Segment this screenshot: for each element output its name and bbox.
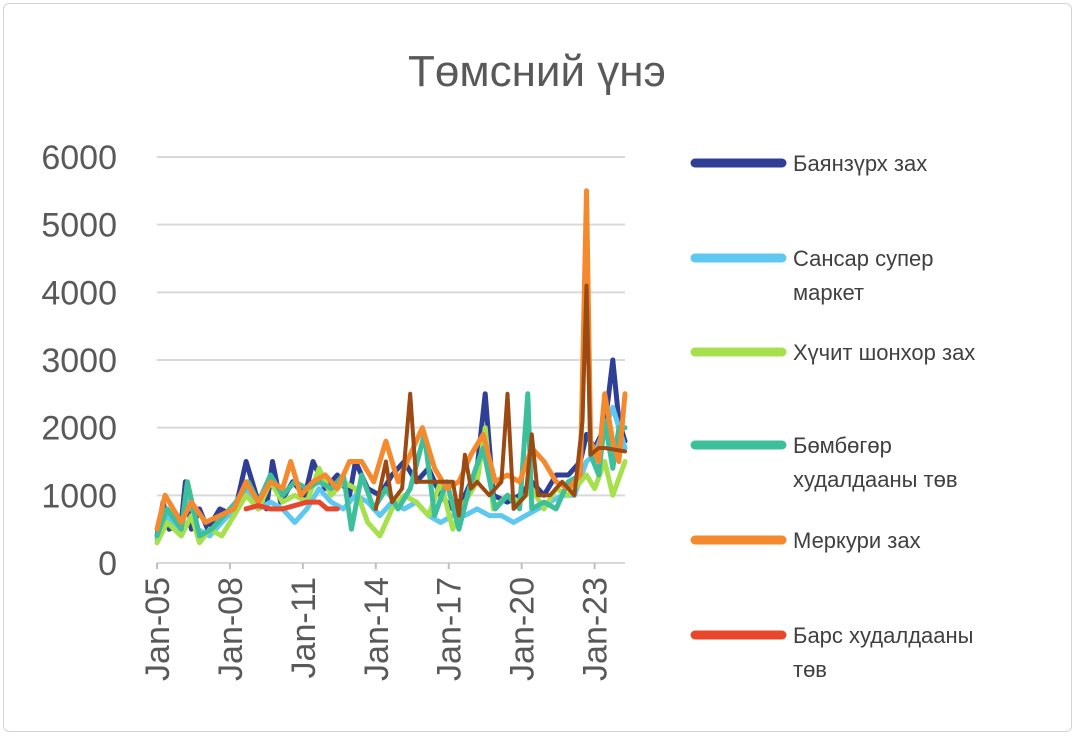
series-line-6 <box>243 499 340 512</box>
y-axis-ticks: 0 1000 2000 3000 4000 5000 6000 <box>41 139 117 583</box>
x-axis-ticks: Jan-05 Jan-08 Jan-11 Jan-14 Jan-17 Jan-20 Jan-… <box>139 563 615 681</box>
y-tick-label: 3000 <box>41 342 117 380</box>
series-line-7 <box>373 283 627 518</box>
legend-label: Хүчит шонхор зах <box>793 340 975 365</box>
series-line-5 <box>154 188 628 532</box>
chart-title: Төмсний үнэ <box>408 47 666 96</box>
legend: Баянзүрх зах Сансар супер маркет Хүчит шонх… <box>690 151 975 682</box>
chart-frame <box>3 3 1072 732</box>
legend-label: Бөмбөгөр худалдааны төв <box>793 433 958 492</box>
y-tick-label: 1000 <box>41 477 117 515</box>
series-line-3 <box>154 425 628 546</box>
legend-label: Меркури зах <box>793 528 921 553</box>
x-tick-label: Jan-11 <box>285 577 323 678</box>
y-tick-label: 2000 <box>41 410 117 448</box>
x-tick-label: Jan-05 <box>139 577 177 681</box>
x-tick-label: Jan-17 <box>431 577 469 681</box>
legend-label: Барс худалдааны төв <box>793 623 973 682</box>
x-tick-label: Jan-23 <box>577 577 615 681</box>
y-tick-label: 6000 <box>41 139 117 177</box>
x-tick-label: Jan-20 <box>504 577 542 681</box>
legend-label: Сансар супер маркет <box>793 246 934 305</box>
x-tick-label: Jan-08 <box>212 577 250 681</box>
series-lines <box>154 188 628 546</box>
y-tick-label: 0 <box>98 545 117 583</box>
x-tick-label: Jan-14 <box>358 577 396 681</box>
legend-label: Баянзүрх зах <box>793 151 927 176</box>
y-tick-label: 5000 <box>41 207 117 245</box>
y-tick-label: 4000 <box>41 274 117 312</box>
